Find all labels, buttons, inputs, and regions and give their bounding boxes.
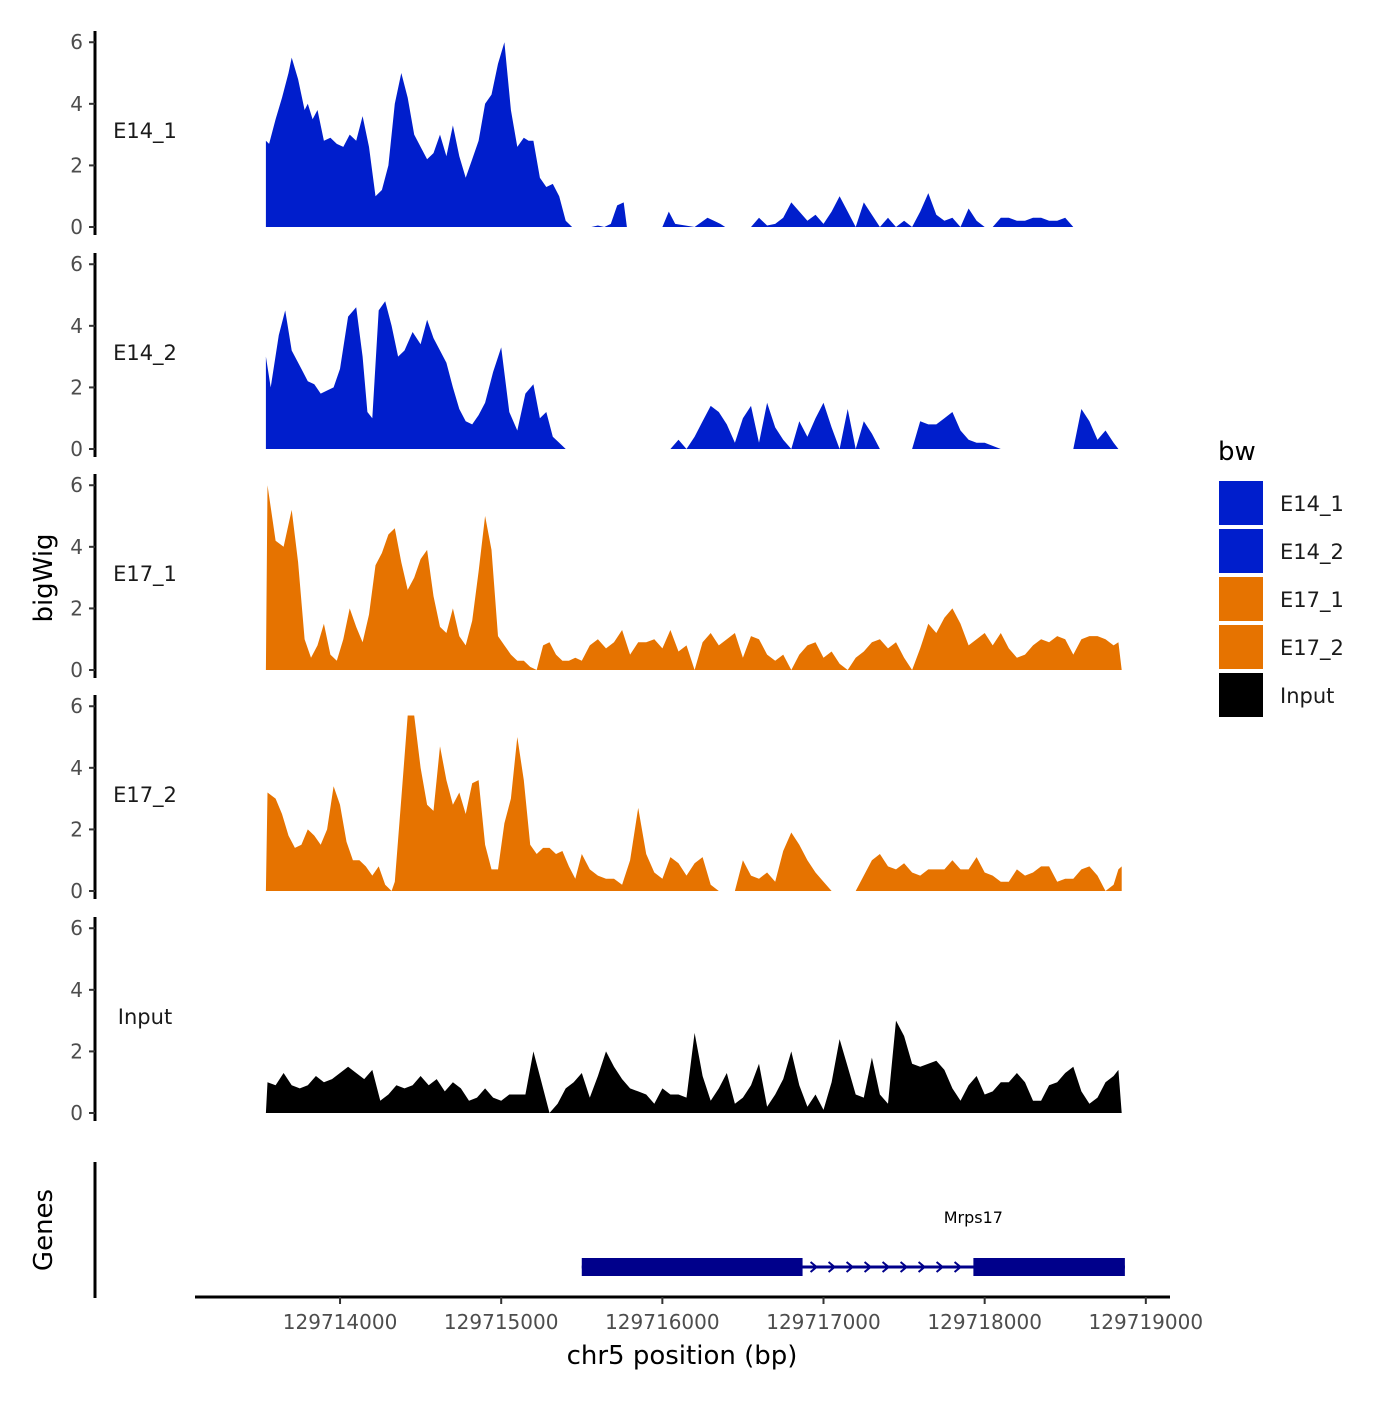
coverage-area-E14_2 [265, 301, 1122, 449]
track-E14_2: 0 2 4 6 E14_2 [70, 252, 1122, 461]
gene-Mrps17: Mrps17 [581, 1208, 1125, 1276]
strand-arrow [845, 1261, 855, 1273]
gene-exon [581, 1258, 803, 1276]
track-label: Input [118, 1005, 172, 1029]
track-E17_1: 0 2 4 6 E17_1 [70, 473, 1122, 682]
track-Input: 0 2 4 6 Input [70, 916, 1122, 1125]
legend-label: Input [1280, 684, 1334, 708]
legend-label: E14_2 [1280, 540, 1344, 565]
legend-label: E14_1 [1280, 492, 1344, 517]
legend-key-Input [1217, 671, 1265, 719]
track-label: E14_1 [113, 119, 177, 144]
track-label: E14_2 [113, 341, 177, 366]
strand-arrow [863, 1261, 873, 1273]
track-label: E17_2 [113, 783, 177, 808]
x-tick-label: 129716000 [605, 1310, 720, 1334]
track-label: E17_1 [113, 562, 177, 587]
y-tick-label: 2 [70, 375, 83, 399]
strand-arrow [899, 1261, 909, 1273]
coverage-area-E17_1 [265, 485, 1122, 670]
legend-key-E14_1 [1217, 479, 1265, 527]
y-tick-label: 0 [70, 437, 83, 461]
y-tick-label: 0 [70, 1101, 83, 1125]
legend: bw E14_1 E14_2 E17_1 E17_2 Input [1217, 437, 1344, 719]
legend-key-E17_2 [1217, 623, 1265, 671]
track-E14_1: 0 2 4 6 E14_1 [70, 30, 1119, 239]
x-tick-label: 129718000 [927, 1310, 1042, 1334]
genes-axis-title: Genes [29, 1189, 59, 1271]
x-axis-title: chr5 position (bp) [567, 1341, 798, 1371]
y-tick-label: 6 [70, 473, 83, 497]
tracks-group: 0 2 4 6 E14_1 0 2 4 6 E14_2 0 2 4 6 E17_1 0 2 4 6 E17_2 0 2 4 6… [70, 30, 1122, 1125]
gene-exon [973, 1258, 1125, 1276]
strand-arrow [917, 1261, 927, 1273]
legend-title: bw [1218, 437, 1256, 467]
legend-key-E14_2 [1217, 527, 1265, 575]
track-E17_2: 0 2 4 6 E17_2 [70, 694, 1122, 903]
y-tick-label: 4 [70, 756, 83, 780]
gene-panel: Mrps17 [93, 1162, 1125, 1298]
y-tick-label: 2 [70, 817, 83, 841]
y-tick-label: 0 [70, 879, 83, 903]
x-tick-label: 129714000 [283, 1310, 398, 1334]
coverage-area-E14_1 [265, 42, 1119, 228]
y-tick-label: 6 [70, 694, 83, 718]
y-tick-label: 2 [70, 1039, 83, 1063]
x-tick-label: 129719000 [1089, 1310, 1204, 1334]
coverage-area-Input [265, 1020, 1122, 1113]
y-tick-label: 6 [70, 916, 83, 940]
gene-name-label: Mrps17 [944, 1208, 1003, 1227]
x-tick-label: 129717000 [766, 1310, 881, 1334]
y-tick-label: 0 [70, 215, 83, 239]
y-tick-label: 4 [70, 92, 83, 116]
y-tick-label: 4 [70, 314, 83, 338]
y-tick-label: 4 [70, 535, 83, 559]
strand-arrow [881, 1261, 891, 1273]
y-tick-label: 0 [70, 658, 83, 682]
legend-label: E17_2 [1280, 636, 1344, 661]
y-tick-label: 6 [70, 252, 83, 276]
y-tick-label: 6 [70, 30, 83, 54]
x-axis: 129714000 129715000 129716000 129717000 1297… [195, 1295, 1204, 1334]
coverage-area-E17_2 [265, 715, 1122, 891]
y-tick-label: 4 [70, 978, 83, 1002]
legend-label: E17_1 [1280, 588, 1344, 613]
legend-key-E17_1 [1217, 575, 1265, 623]
x-tick-label: 129715000 [444, 1310, 559, 1334]
strand-arrow [809, 1261, 819, 1273]
y-tick-label: 2 [70, 153, 83, 177]
y-tick-label: 2 [70, 596, 83, 620]
strand-arrow [935, 1261, 945, 1273]
strand-arrow [953, 1261, 963, 1273]
strand-arrow [827, 1261, 837, 1273]
y-axis-title: bigWig [29, 533, 59, 622]
